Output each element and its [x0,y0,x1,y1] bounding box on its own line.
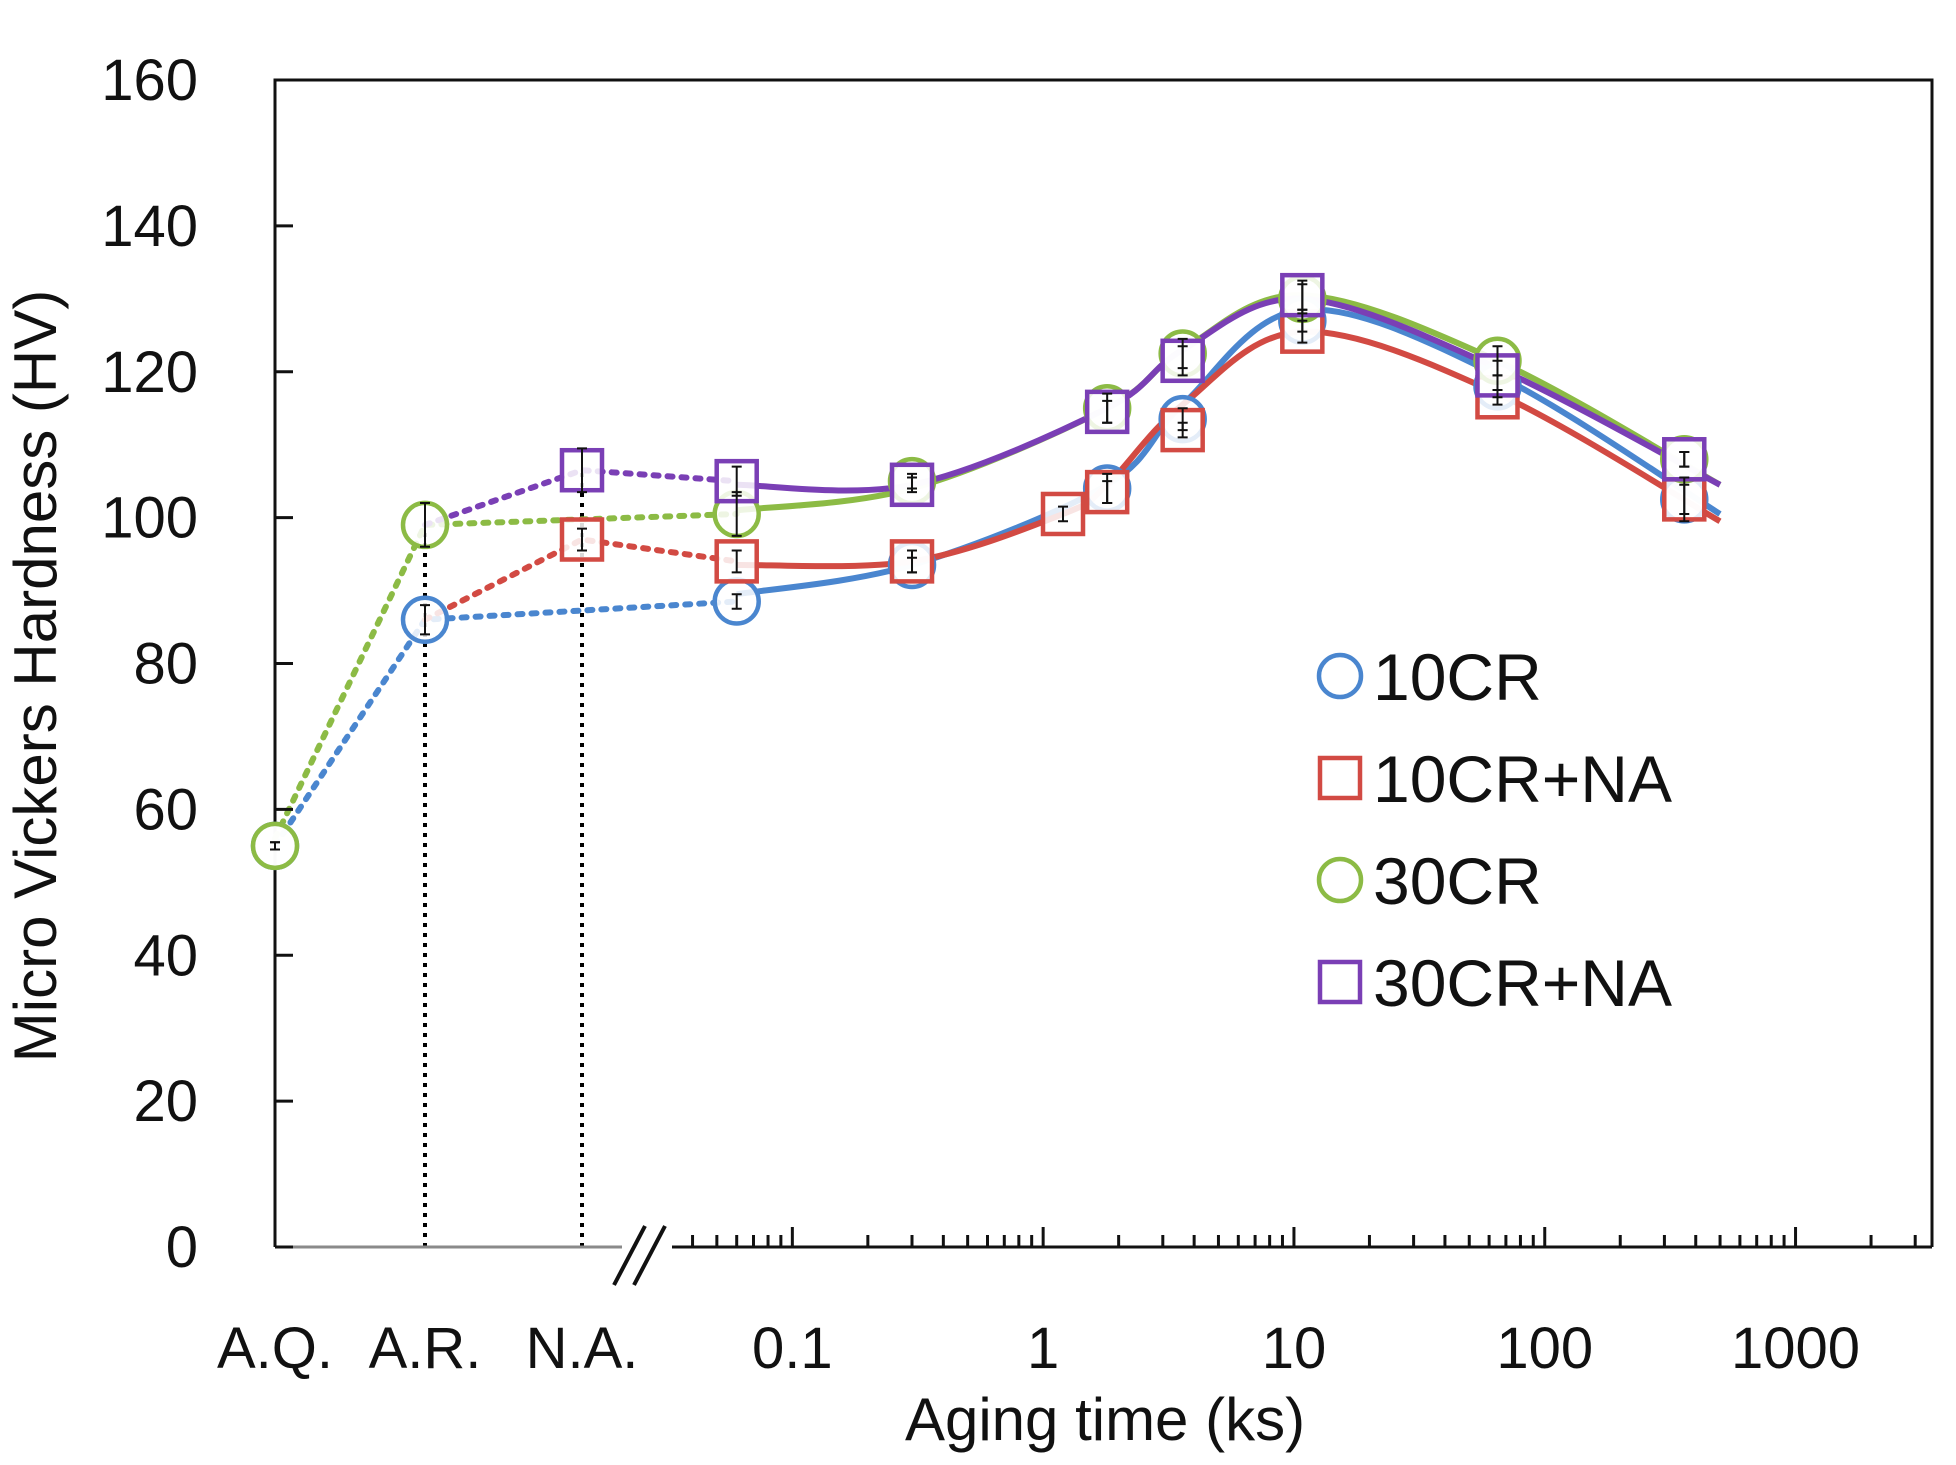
y-axis-title: Micro Vickers Hardness (HV) [2,290,69,1062]
error-bar-10cr-na [907,549,918,574]
x-category-label: A.Q. [217,1316,333,1381]
y-tick-label: 160 [101,48,198,113]
legend-label: 30CR [1373,844,1542,918]
dotted-link [422,536,740,623]
plot-background [273,78,1934,1247]
axis-break-mark [612,1225,647,1286]
error-bar-10cr-na [731,549,742,574]
fit-curve-30cr-na [736,295,1722,494]
dotted-links [272,467,740,849]
error-bar-30cr [420,502,430,548]
x-tick-label: 100 [1496,1316,1593,1381]
fit-curve-10cr [736,306,1722,598]
y-tick-label: 20 [133,1069,198,1134]
legend-label: 10CR [1373,640,1542,714]
error-bar-10cr-na [1102,480,1113,505]
fit-curves [736,292,1722,598]
x-category-label: A.R. [369,1316,482,1381]
axes: 0 20 40 60 80 100 120 140 160 0.1 1 10 100 1000 A.Q. A.… [101,48,1932,1381]
error-bar-10cr-na [1058,505,1069,523]
y-tick-label: 80 [133,632,198,697]
x-tick-label: 1000 [1731,1316,1860,1381]
x-tick-label: 1 [1027,1316,1059,1381]
error-bar-30cr-na [577,447,587,494]
error-bar-30cr [270,841,280,851]
legend: 10CR 10CR+NA 30CR 30CR+NA [1316,640,1672,1020]
x-category-label: N.A. [526,1316,639,1381]
error-bar-30cr-na [1679,450,1690,468]
x-axis-title: Aging time (ks) [905,1386,1305,1453]
reference-lines [423,470,584,1247]
error-bar-10cr-na [1297,319,1308,344]
x-tick-label: 10 [1262,1316,1327,1381]
error-bar-10cr [420,604,430,636]
error-bar-10cr-na [577,527,587,552]
error-bar-30cr-na [1177,345,1188,377]
dotted-link [272,598,740,849]
y-tick-label: 100 [101,486,198,551]
error-bars [270,279,1690,851]
y-tick-label: 0 [166,1215,198,1280]
error-bar-10cr-na [1679,483,1690,515]
error-bar-10cr-na [1177,421,1188,439]
legend-marker-10cr [1316,652,1364,700]
error-bar-30cr-na [1492,359,1503,391]
legend-label: 30CR+NA [1373,946,1672,1020]
error-bar-10cr [731,593,742,610]
error-bar-30cr-na [1102,399,1113,424]
error-bar-30cr-na [1297,279,1308,311]
legend-label: 10CR+NA [1373,742,1672,816]
dotted-link [272,511,740,842]
legend-marker-30cr-na [1317,959,1363,1005]
fit-curve-10cr-na [736,328,1722,570]
error-bar-30cr-na [907,476,918,494]
y-tick-label: 60 [133,777,198,842]
axis-break-mark [632,1225,667,1286]
error-bar-30cr-na [731,465,742,497]
x-tick-label: 0.1 [752,1316,833,1381]
legend-marker-30cr [1316,856,1364,904]
y-tick-label: 140 [101,194,198,259]
y-tick-label: 120 [101,340,198,405]
y-tick-label: 40 [133,923,198,988]
marker-30cr-na [889,462,935,508]
legend-marker-10cr-na [1317,755,1363,801]
plot-frame [273,78,1934,1247]
